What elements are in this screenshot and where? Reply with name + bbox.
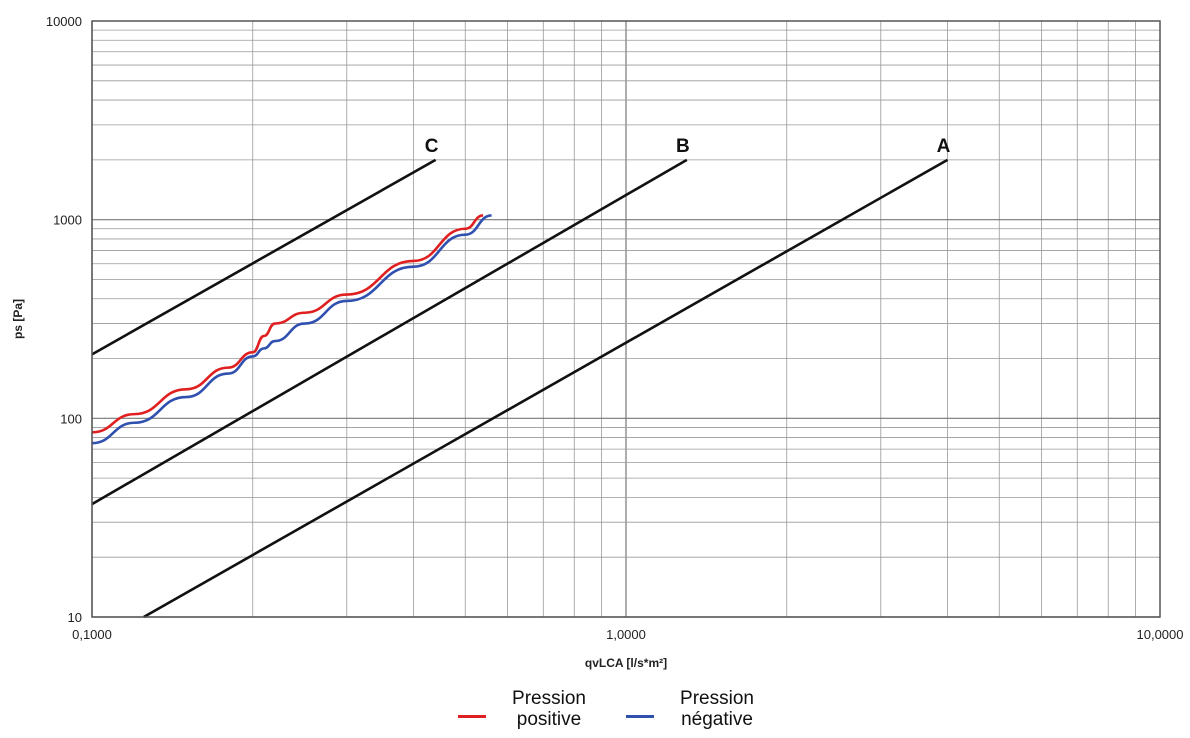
reference-label-c: C (425, 136, 439, 157)
x-tick-label: 10,0000 (1137, 627, 1184, 642)
plot-frame (91, 20, 1161, 618)
reference-label-a: A (937, 136, 951, 157)
reference-line-c (91, 158, 437, 356)
legend-label-pression-negative: Pression négative (680, 688, 754, 730)
tick-labels: 0,1000 1,0000 10,0000 10 100 1000 10000 (46, 14, 1184, 642)
y-tick-label: 10 (68, 610, 82, 625)
grid (91, 21, 1160, 618)
x-tick-label: 1,0000 (606, 627, 646, 642)
reference-line-b (91, 158, 688, 506)
x-axis-label: qvLCA [l/s*m²] (585, 656, 667, 670)
y-tick-label: 1000 (53, 213, 82, 228)
legend-item-pression-positive: Pression positive (458, 688, 604, 730)
x-tick-label: 0,1000 (72, 627, 112, 642)
y-tick-label: 10000 (46, 14, 82, 29)
legend-item-pression-negative: Pression négative (626, 688, 772, 730)
reference-label-b: B (676, 136, 690, 157)
legend: Pression positive Pression négative (458, 688, 772, 730)
y-tick-label: 100 (60, 411, 82, 426)
reference-line-a (143, 158, 949, 619)
legend-swatch-pression-negative (626, 714, 654, 718)
y-axis-label: ps [Pa] (11, 299, 25, 339)
series-lines (91, 214, 492, 445)
legend-swatch-pression-positive (458, 714, 486, 718)
legend-label-pression-positive: Pression positive (512, 688, 586, 730)
series-line-pression-negative (91, 214, 492, 445)
series-line-pression-positive (91, 214, 484, 434)
